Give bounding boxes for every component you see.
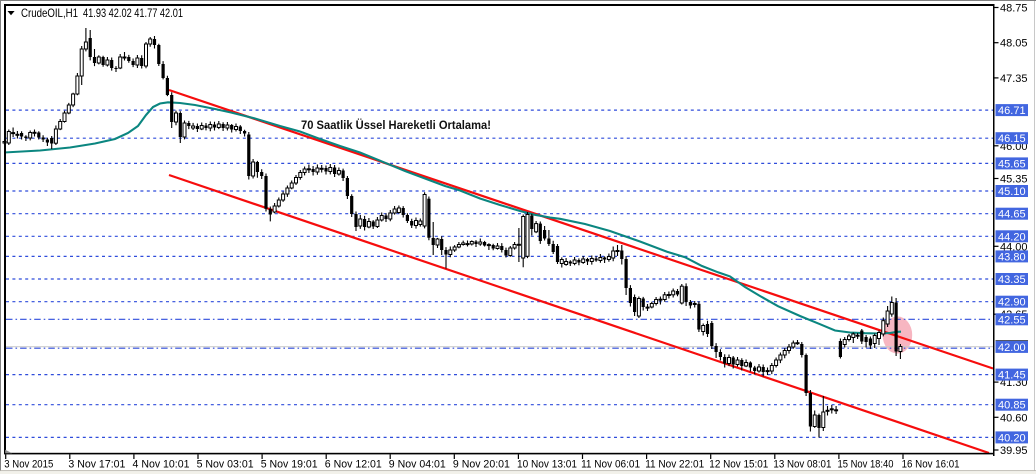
svg-text:15 Nov 18:40: 15 Nov 18:40 xyxy=(838,458,894,470)
svg-text:44.20: 44.20 xyxy=(998,231,1026,243)
svg-text:4 Nov 10:01: 4 Nov 10:01 xyxy=(133,458,190,470)
svg-text:9 Nov 20:01: 9 Nov 20:01 xyxy=(453,458,510,470)
svg-text:45.10: 45.10 xyxy=(998,186,1026,198)
svg-text:43.35: 43.35 xyxy=(998,274,1026,286)
svg-text:45.35: 45.35 xyxy=(1000,174,1028,186)
svg-text:40.20: 40.20 xyxy=(998,432,1026,444)
svg-text:41.45: 41.45 xyxy=(998,370,1026,382)
svg-text:5 Nov 19:01: 5 Nov 19:01 xyxy=(261,458,318,470)
svg-text:13 Nov 08:01: 13 Nov 08:01 xyxy=(773,458,831,470)
svg-text:3 Nov 2015: 3 Nov 2015 xyxy=(4,458,53,470)
svg-text:10 Nov 13:01: 10 Nov 13:01 xyxy=(517,458,577,470)
svg-text:42.00: 42.00 xyxy=(998,342,1026,354)
svg-text:42.90: 42.90 xyxy=(998,297,1026,309)
svg-text:39.95: 39.95 xyxy=(1000,445,1028,457)
svg-text:46.71: 46.71 xyxy=(998,105,1026,117)
svg-text:48.05: 48.05 xyxy=(1000,38,1028,50)
svg-text:11 Nov 22:01: 11 Nov 22:01 xyxy=(645,458,704,470)
svg-text:44.65: 44.65 xyxy=(998,209,1026,221)
svg-text:48.75: 48.75 xyxy=(1000,3,1028,15)
svg-text:40.60: 40.60 xyxy=(1000,412,1028,424)
svg-text:12 Nov 15:01: 12 Nov 15:01 xyxy=(709,458,768,470)
svg-text:40.85: 40.85 xyxy=(998,400,1026,412)
svg-text:45.65: 45.65 xyxy=(998,158,1026,170)
svg-text:3 Nov 17:01: 3 Nov 17:01 xyxy=(68,458,125,470)
svg-text:47.35: 47.35 xyxy=(1000,73,1028,85)
svg-text:6 Nov 12:01: 6 Nov 12:01 xyxy=(325,458,382,470)
svg-text:5 Nov 03:01: 5 Nov 03:01 xyxy=(197,458,254,470)
svg-text:41.93 42.02 41.77 42.01: 41.93 42.02 41.77 42.01 xyxy=(83,6,183,20)
svg-text:70 Saatlik Üssel Hareketli Ort: 70 Saatlik Üssel Hareketli Ortalama! xyxy=(301,117,491,132)
svg-text:9 Nov 04:01: 9 Nov 04:01 xyxy=(389,458,446,470)
svg-text:16 Nov 16:01: 16 Nov 16:01 xyxy=(902,458,960,470)
svg-text:46.15: 46.15 xyxy=(998,133,1026,145)
svg-text:43.80: 43.80 xyxy=(998,251,1026,263)
svg-text:44.00: 44.00 xyxy=(1000,241,1028,253)
svg-text:11 Nov 06:01: 11 Nov 06:01 xyxy=(581,458,640,470)
svg-text:42.55: 42.55 xyxy=(998,314,1026,326)
svg-text:CrudeOIL,H1: CrudeOIL,H1 xyxy=(21,6,78,20)
